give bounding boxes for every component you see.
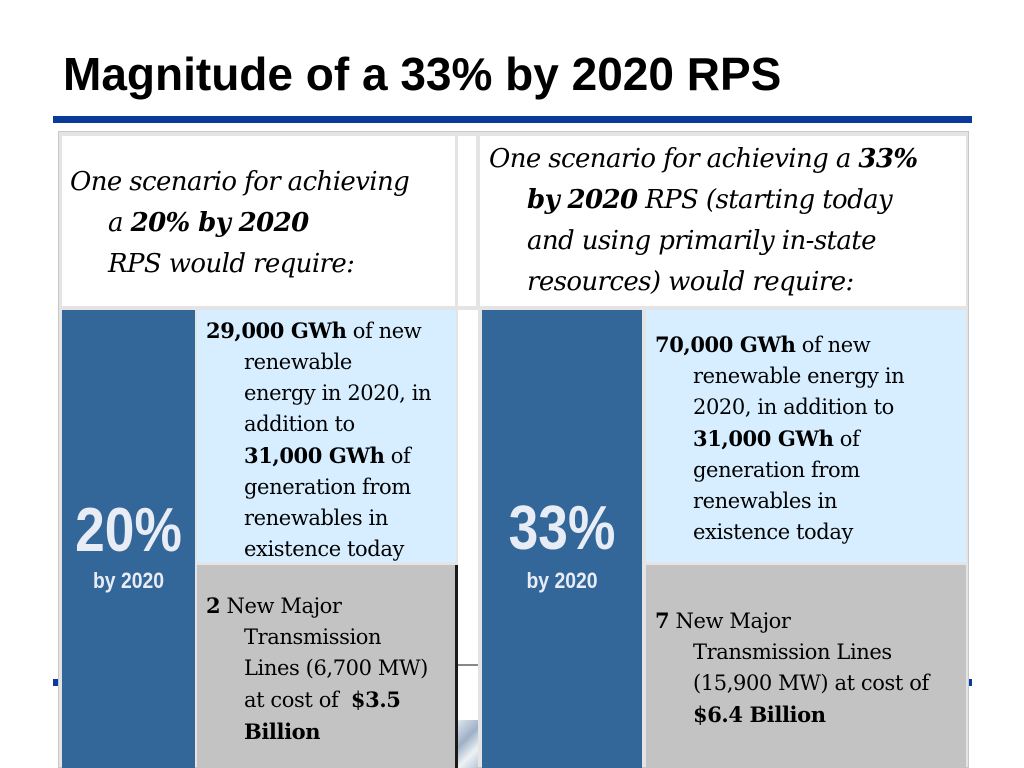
right-scenario-rps: RPS (starting today xyxy=(637,185,893,215)
left-energy-text: 29,000 GWh of new renewable energy in 20… xyxy=(206,315,432,565)
right-energy-line-2: renewable energy in xyxy=(693,364,905,388)
right-transmission-cell xyxy=(646,565,966,768)
left-transmission-line-4: at cost of $3.5 xyxy=(206,684,428,716)
right-energy-line-3: 2020, in addition to xyxy=(693,395,894,419)
middle-divider xyxy=(458,310,478,768)
left-energy-line-4: addition to xyxy=(244,412,355,436)
left-header-cell xyxy=(62,136,455,306)
right-scenario-pct: 33% xyxy=(858,144,918,174)
right-scenario-line-2: by 2020 RPS (starting today xyxy=(489,180,918,221)
right-energy-line-4: 31,000 GWh of xyxy=(655,423,904,455)
left-scenario-line-3: RPS would require: xyxy=(108,249,355,279)
left-scenario-article: a xyxy=(108,208,131,238)
header-gap-cell xyxy=(458,136,476,306)
left-energy-of-new: of new xyxy=(346,319,422,343)
slide-title: Magnitude of a 33% by 2020 RPS xyxy=(63,48,782,100)
left-new-gwh: 29,000 GWh xyxy=(206,318,347,343)
background-image-fragment xyxy=(458,720,478,768)
footer-rule-right xyxy=(966,679,972,686)
right-energy-line-1: 70,000 GWh of new xyxy=(655,329,904,361)
right-energy-text: 70,000 GWh of new renewable energy in 20… xyxy=(655,329,905,548)
right-cost-amount: $6.4 Billion xyxy=(693,702,826,727)
right-scenario-year: by 2020 xyxy=(527,185,638,215)
left-transmission-cell xyxy=(197,565,456,768)
left-energy-line-6: generation from xyxy=(244,475,411,499)
left-energy-line-2: renewable xyxy=(244,350,352,374)
right-header-cell xyxy=(480,136,966,306)
left-energy-cell xyxy=(197,310,456,562)
left-energy-of: of xyxy=(384,444,411,468)
left-transmission-line-1: 2 New Major xyxy=(206,590,428,622)
right-existing-gwh: 31,000 GWh xyxy=(693,426,834,451)
left-existing-gwh: 31,000 GWh xyxy=(244,443,385,468)
right-transmission-line-1: 7 New Major xyxy=(655,605,929,637)
left-energy-line-1: 29,000 GWh of new xyxy=(206,315,431,347)
right-energy-cell xyxy=(646,310,966,562)
right-energy-line-6: renewables in xyxy=(693,489,837,513)
left-scenario-line-2: a 20% by 2020 xyxy=(70,203,409,244)
left-percent-block: 20% by 2020 xyxy=(62,310,195,768)
left-transmission-line-2: Transmission xyxy=(244,625,382,649)
left-scenario-target: 20% by 2020 xyxy=(130,208,310,238)
left-cost-unit: Billion xyxy=(244,719,321,744)
right-percent-block: 33% by 2020 xyxy=(482,310,642,768)
right-transmission-line-3: (15,900 MW) at cost of xyxy=(693,671,929,695)
title-rule xyxy=(53,116,972,123)
right-scenario-line-1: One scenario for achieving a 33% xyxy=(489,139,918,180)
right-transmission-line-4: $6.4 Billion xyxy=(655,699,929,731)
left-line-count: 2 xyxy=(206,593,221,618)
right-scenario-lead: One scenario for achieving a xyxy=(489,144,859,174)
left-scenario-text: One scenario for achieving a 20% by 2020… xyxy=(70,162,410,285)
left-transmission-text: 2 New Major Transmission Lines (6,700 MW… xyxy=(206,590,428,748)
left-cost-label: at cost of xyxy=(244,688,351,712)
right-energy-of-new: of new xyxy=(795,333,871,357)
right-percent-year: by 2020 xyxy=(526,568,598,593)
right-energy-line-5: generation from xyxy=(693,458,860,482)
footer-rule-left xyxy=(53,679,61,686)
right-scenario-line-3: and using primarily in-state xyxy=(527,226,877,256)
left-transmission-line-3: Lines (6,700 MW) xyxy=(244,656,428,680)
right-energy-of: of xyxy=(833,427,860,451)
left-new-major: New Major xyxy=(220,594,342,618)
right-scenario-line-4: resources) would require: xyxy=(527,267,854,297)
left-percent-year: by 2020 xyxy=(92,568,165,593)
left-energy-line-8: existence today xyxy=(244,537,404,561)
left-scenario-line-1: One scenario for achieving xyxy=(70,167,410,197)
left-transmission-line-5: Billion xyxy=(206,716,428,748)
middle-divider-rule xyxy=(458,664,478,666)
left-percent-value: 20% xyxy=(75,496,182,565)
left-energy-line-7: renewables in xyxy=(244,506,388,530)
right-energy-line-7: existence today xyxy=(693,520,853,544)
right-transmission-line-2: Transmission Lines xyxy=(693,640,892,664)
right-percent-value: 33% xyxy=(508,494,616,563)
right-new-gwh: 70,000 GWh xyxy=(655,332,796,357)
right-new-major: New Major xyxy=(669,609,791,633)
right-line-count: 7 xyxy=(655,608,670,633)
left-energy-line-5: 31,000 GWh of xyxy=(206,440,431,472)
middle-divider-edge xyxy=(455,565,458,768)
left-cost-amount: $3.5 xyxy=(350,687,401,712)
left-energy-line-3: energy in 2020, in xyxy=(244,381,432,405)
right-transmission-text: 7 New Major Transmission Lines (15,900 M… xyxy=(655,605,929,731)
right-scenario-text: One scenario for achieving a 33% by 2020… xyxy=(489,139,918,303)
